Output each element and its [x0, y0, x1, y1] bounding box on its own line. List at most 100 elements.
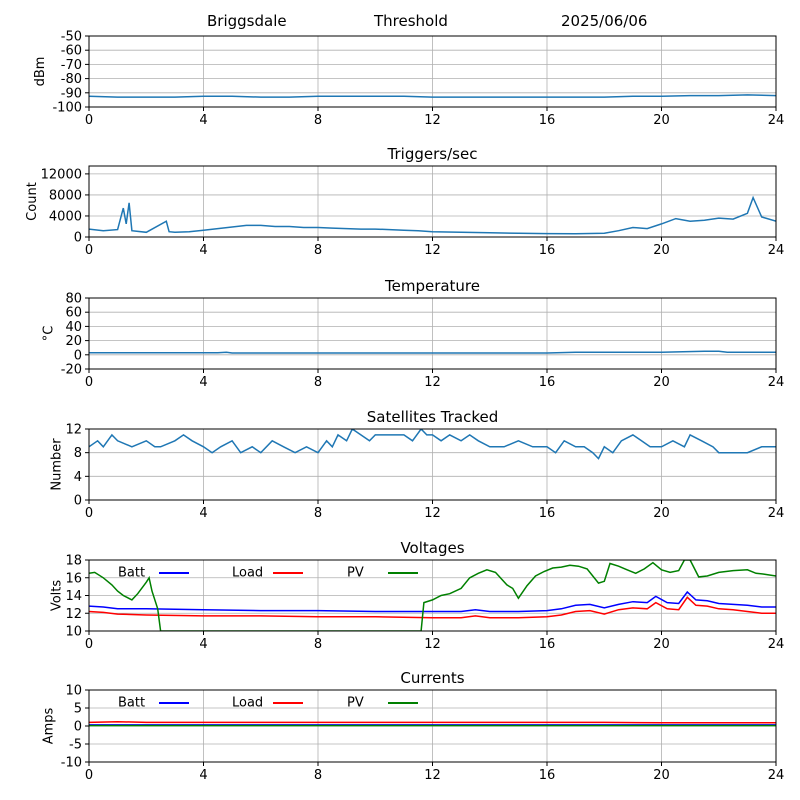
- y-tick-label: -20: [61, 363, 82, 378]
- y-tick-label: -10: [61, 756, 82, 771]
- x-tick-label: 4: [199, 768, 207, 783]
- y-axis-label: Number: [50, 438, 65, 491]
- y-tick-label: -90: [61, 86, 82, 101]
- legend-label-batt: Batt: [118, 696, 145, 711]
- panel-title: Voltages: [400, 539, 464, 557]
- y-axis-label: °C: [41, 326, 56, 342]
- y-tick-label: 12: [65, 607, 82, 622]
- x-tick-label: 8: [314, 637, 322, 652]
- y-tick-label: 20: [65, 334, 82, 349]
- y-tick-label: 8: [74, 446, 82, 461]
- y-tick-label: 16: [65, 571, 82, 586]
- y-tick-label: 60: [65, 306, 82, 321]
- y-tick-label: -100: [52, 101, 82, 116]
- y-tick-label: 14: [65, 589, 82, 604]
- x-tick-label: 12: [424, 506, 441, 521]
- x-tick-label: 20: [653, 506, 670, 521]
- series-line-batt: [89, 590, 776, 613]
- y-tick-label: 4: [74, 470, 82, 485]
- x-tick-label: 20: [653, 375, 670, 390]
- series-line-main: [89, 94, 776, 98]
- x-tick-label: 8: [314, 243, 322, 258]
- y-tick-label: 0: [74, 348, 82, 363]
- x-tick-label: 0: [85, 113, 93, 128]
- x-tick-label: 16: [539, 506, 556, 521]
- y-tick-label: -80: [61, 72, 82, 87]
- x-tick-label: 20: [653, 113, 670, 128]
- y-tick-label: 10: [65, 684, 82, 699]
- legend-label-load: Load: [232, 566, 263, 581]
- x-tick-label: 24: [768, 768, 785, 783]
- panel-title: Temperature: [384, 277, 480, 295]
- x-tick-label: 0: [85, 243, 93, 258]
- station-name: Briggsdale: [207, 12, 287, 30]
- legend-label-pv: PV: [347, 566, 364, 581]
- x-tick-label: 20: [653, 637, 670, 652]
- x-tick-label: 12: [424, 375, 441, 390]
- panel-title: Triggers/sec: [387, 145, 478, 163]
- y-tick-label: -60: [61, 44, 82, 59]
- y-tick-label: -5: [69, 738, 82, 753]
- y-axis-label: Amps: [41, 707, 56, 744]
- y-tick-label: 8000: [49, 188, 82, 203]
- series-line-load: [89, 720, 776, 724]
- chart-date: 2025/06/06: [561, 12, 648, 30]
- panel-title: Currents: [400, 669, 464, 687]
- x-tick-label: 24: [768, 637, 785, 652]
- y-tick-label: 4000: [49, 209, 82, 224]
- x-tick-label: 12: [424, 637, 441, 652]
- x-tick-label: 8: [314, 768, 322, 783]
- x-tick-label: 12: [424, 768, 441, 783]
- x-tick-label: 8: [314, 113, 322, 128]
- x-tick-label: 24: [768, 375, 785, 390]
- y-tick-label: 12000: [41, 167, 82, 182]
- x-tick-label: 4: [199, 243, 207, 258]
- legend-label-load: Load: [232, 696, 263, 711]
- y-tick-label: 18: [65, 554, 82, 569]
- x-tick-label: 0: [85, 506, 93, 521]
- legend-label-pv: PV: [347, 696, 364, 711]
- x-tick-label: 4: [199, 637, 207, 652]
- x-tick-label: 20: [653, 768, 670, 783]
- legend-label-batt: Batt: [118, 566, 145, 581]
- x-tick-label: 16: [539, 113, 556, 128]
- y-tick-label: 0: [74, 720, 82, 735]
- x-tick-label: 4: [199, 375, 207, 390]
- x-tick-label: 20: [653, 243, 670, 258]
- y-tick-label: -70: [61, 58, 82, 73]
- x-tick-label: 16: [539, 375, 556, 390]
- y-axis-label: Count: [25, 182, 40, 221]
- x-tick-label: 12: [424, 113, 441, 128]
- y-tick-label: 12: [65, 423, 82, 438]
- y-tick-label: 40: [65, 320, 82, 335]
- y-tick-label: -50: [61, 30, 82, 45]
- series-line-pv: [89, 560, 776, 631]
- trigger-mode: Threshold: [374, 12, 448, 30]
- x-tick-label: 16: [539, 768, 556, 783]
- x-tick-label: 24: [768, 243, 785, 258]
- x-tick-label: 0: [85, 375, 93, 390]
- y-tick-label: 0: [74, 494, 82, 509]
- y-axis-label: dBm: [33, 57, 48, 87]
- series-line-main: [89, 429, 776, 460]
- x-tick-label: 16: [539, 243, 556, 258]
- x-tick-label: 0: [85, 637, 93, 652]
- x-tick-label: 24: [768, 113, 785, 128]
- y-tick-label: 80: [65, 292, 82, 307]
- x-tick-label: 8: [314, 506, 322, 521]
- y-axis-label: Volts: [50, 580, 65, 612]
- x-tick-label: 8: [314, 375, 322, 390]
- x-tick-label: 16: [539, 637, 556, 652]
- y-tick-label: 0: [74, 231, 82, 246]
- x-tick-label: 4: [199, 506, 207, 521]
- series-line-main: [89, 350, 776, 354]
- x-tick-label: 0: [85, 768, 93, 783]
- panel-title: Satellites Tracked: [367, 408, 498, 426]
- x-tick-label: 12: [424, 243, 441, 258]
- series-line-main: [89, 195, 776, 235]
- y-tick-label: 5: [74, 702, 82, 717]
- x-tick-label: 4: [199, 113, 207, 128]
- chart-header: Briggsdale Threshold 2025/06/06: [0, 0, 800, 40]
- series-line-load: [89, 596, 776, 619]
